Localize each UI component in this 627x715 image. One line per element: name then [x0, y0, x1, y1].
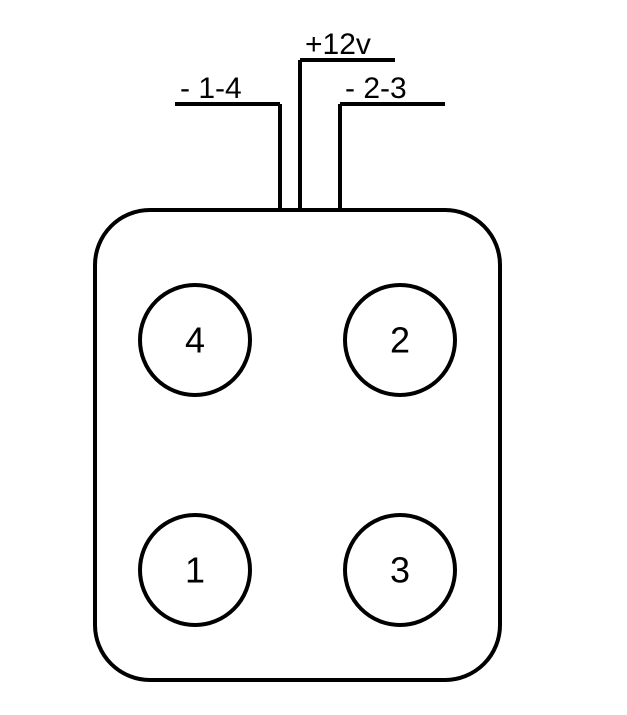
- connector-diagram: - 1-4 +12v - 2-3 4 2 1 3: [0, 0, 627, 715]
- wire-label-neg-1-4: - 1-4: [180, 72, 242, 105]
- pin-label-2: 2: [390, 320, 410, 361]
- wire-label-pos-12v: +12v: [305, 28, 371, 61]
- pin-label-3: 3: [390, 550, 410, 591]
- pin-label-4: 4: [185, 320, 205, 361]
- pin-label-1: 1: [185, 550, 205, 591]
- wire-label-neg-2-3: - 2-3: [345, 72, 407, 105]
